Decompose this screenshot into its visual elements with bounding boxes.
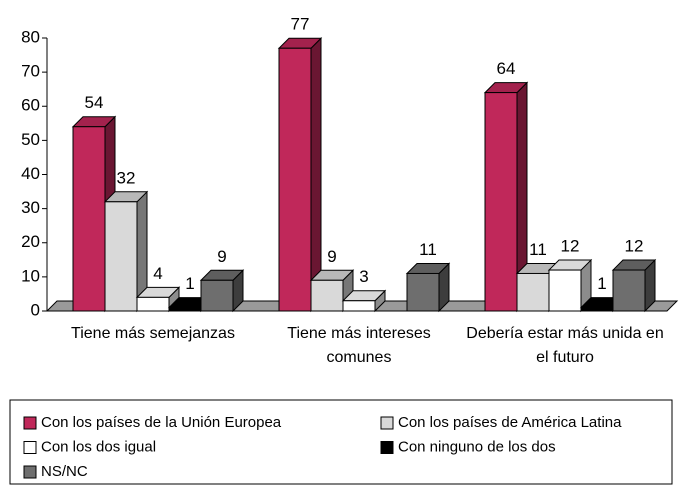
legend-label: NS/NC [41,463,88,480]
value-label: 32 [117,168,136,187]
value-label: 12 [625,237,644,256]
x-tick-label: Tiene más semejanzas [71,325,235,342]
y-tick-label: 20 [21,232,40,251]
bar-front [548,269,582,312]
bar-front [200,279,234,312]
bar-front [278,47,312,312]
bar [135,286,181,313]
value-label: 1 [185,274,194,293]
y-tick-label: 60 [21,96,40,115]
bar-front [72,126,106,312]
bar [405,262,451,313]
x-tick-label: Tiene más intereses comunes [287,325,431,366]
legend-swatch [380,441,394,454]
value-label: 54 [85,93,104,112]
value-label: 9 [217,247,226,266]
y-tick-label: 40 [21,164,40,183]
bar-side [310,37,322,313]
value-label: 64 [497,59,516,78]
value-label: 4 [153,264,162,283]
legend-swatch [380,416,394,430]
bar-front [612,269,646,312]
legend-swatch [23,465,37,479]
bar-front [516,272,550,312]
value-label: 77 [291,15,310,34]
bar [103,190,149,313]
legend-box [9,399,673,485]
y-tick-label: 10 [21,266,40,285]
x-tick-label: Debería estar más unida en el futuro [466,325,664,366]
value-label: 9 [327,247,336,266]
bar [277,37,323,313]
bar-front [342,300,376,312]
legend-label: Con ninguno de los dos [398,438,556,455]
bar-front [136,296,170,312]
legend-label: Con los países de la Unión Europea [41,414,282,431]
y-tick-label: 80 [21,27,40,46]
value-label: 11 [529,240,547,259]
bar-front [580,307,614,312]
bar-front [406,272,440,312]
bar-front [104,201,138,312]
bar [611,258,657,313]
bar [199,269,245,313]
bar-front [310,279,344,312]
value-label: 11 [419,240,437,259]
value-label: 3 [359,267,368,286]
legend-swatch [23,441,37,454]
legend-swatch [23,416,37,430]
bar [341,289,387,313]
bar [483,81,529,313]
y-tick-label: 0 [31,300,40,319]
bar-front [484,92,518,312]
value-label: 1 [597,274,606,293]
bar-front [168,307,202,312]
value-label: 12 [561,237,580,256]
y-tick-label: 70 [21,62,40,81]
y-tick-label: 50 [21,130,40,149]
y-tick-label: 30 [21,198,40,217]
legend-label: Con los dos igual [41,438,156,455]
legend-label: Con los países de América Latina [398,414,622,431]
